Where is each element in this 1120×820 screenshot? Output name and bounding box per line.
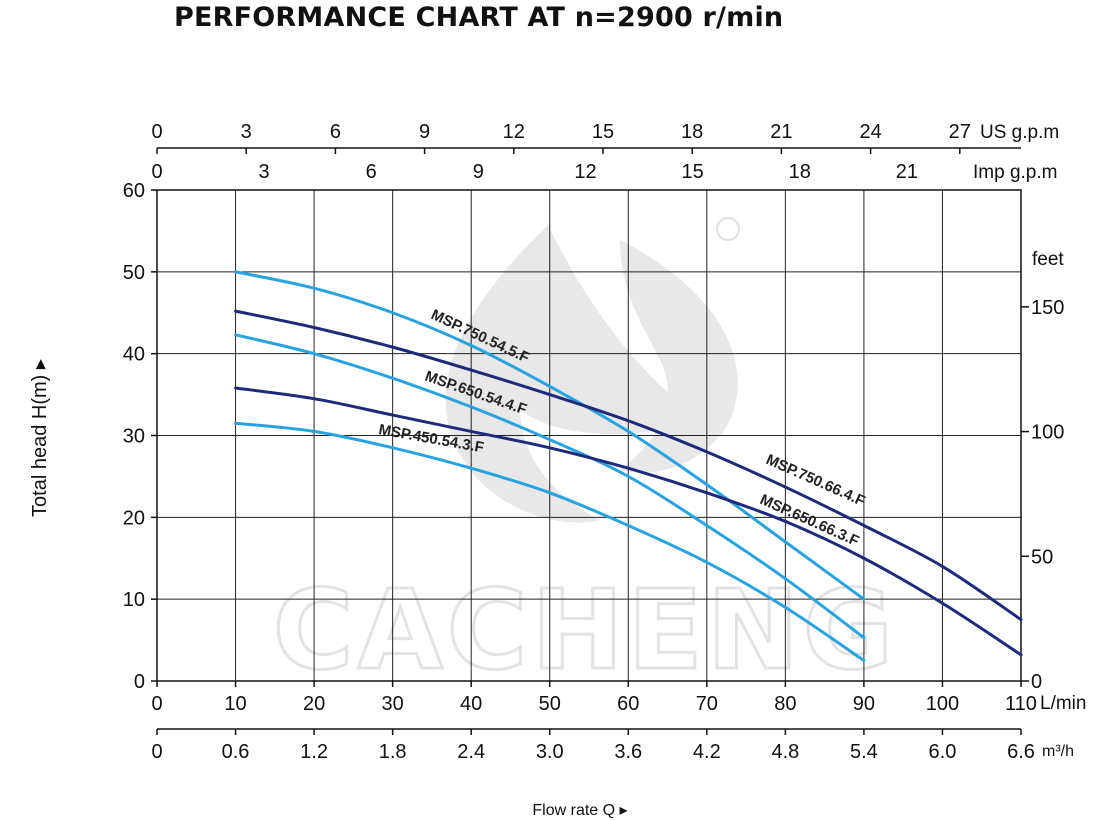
grid	[157, 190, 1021, 681]
us-gpm-tick-label: 21	[770, 121, 792, 143]
us-gpm-tick-label: 0	[151, 121, 162, 143]
m3h-tick-label: 0	[151, 741, 162, 763]
x-tick-label: 50	[539, 693, 561, 715]
us-gpm-tick-label: 6	[330, 121, 341, 143]
y-tick-label: 0	[134, 671, 145, 693]
m3h-tick-label: 4.8	[771, 741, 799, 763]
m3h-tick-label: 0.6	[222, 741, 250, 763]
imp-gpm-tick-label: 6	[366, 161, 377, 183]
x-unit-lmin: L/min	[1040, 693, 1086, 714]
us-gpm-tick-label: 12	[503, 121, 525, 143]
x-tick-label: 30	[382, 693, 404, 715]
top-unit-us-gpm: US g.p.m	[980, 122, 1059, 143]
imp-gpm-tick-label: 18	[789, 161, 811, 183]
x-axis-label: Flow rate Q ▸	[532, 802, 627, 819]
m3h-tick-label: 3.6	[614, 741, 642, 763]
right-unit-feet: feet	[1032, 249, 1064, 270]
series-line	[234, 309, 1023, 622]
x-tick-label: 100	[926, 693, 959, 715]
x-tick-label: 70	[696, 693, 718, 715]
x-unit-m3h: m³/h	[1042, 743, 1074, 760]
series-line	[234, 421, 866, 663]
top-unit-imp-gpm: Imp g.p.m	[973, 162, 1057, 183]
imp-gpm-tick-label: 15	[681, 161, 703, 183]
m3h-tick-label: 2.4	[457, 741, 485, 763]
watermark-shape-left	[445, 225, 700, 523]
us-gpm-tick-label: 9	[419, 121, 430, 143]
x-tick-label: 10	[224, 693, 246, 715]
registered-mark-icon	[716, 217, 740, 241]
series-line	[234, 386, 1023, 657]
x-tick-label: 90	[853, 693, 875, 715]
imp-gpm-tick-label: 0	[151, 161, 162, 183]
series-line	[234, 333, 866, 640]
m3h-tick-label: 6.0	[929, 741, 957, 763]
watermark-shape-right	[620, 240, 738, 473]
us-gpm-tick-label: 18	[681, 121, 703, 143]
watermark-text: CACHENG	[273, 566, 897, 694]
chart-title: PERFORMANCE CHART AT n=2900 r/min	[174, 2, 784, 33]
series	[234, 270, 1023, 663]
x-tick-label: 0	[151, 693, 162, 715]
x-tick-label: 20	[303, 693, 325, 715]
y-tick-label: 30	[123, 426, 145, 448]
y-tick-label: 20	[123, 507, 145, 529]
feet-tick-label: 0	[1031, 671, 1042, 693]
m3h-tick-label: 1.2	[300, 741, 328, 763]
us-gpm-tick-label: 24	[859, 121, 881, 143]
x-tick-label: 60	[617, 693, 639, 715]
x-tick-label: 40	[460, 693, 482, 715]
us-gpm-tick-label: 3	[241, 121, 252, 143]
series-line	[234, 270, 866, 601]
feet-tick-label: 150	[1031, 297, 1064, 319]
x-tick-label: 110	[1005, 693, 1037, 715]
axes	[151, 147, 1029, 735]
imp-gpm-tick-label: 9	[473, 161, 484, 183]
us-gpm-tick-label: 15	[592, 121, 614, 143]
y-tick-label: 50	[123, 262, 145, 284]
imp-gpm-tick-label: 21	[896, 161, 918, 183]
feet-tick-label: 50	[1031, 546, 1053, 568]
imp-gpm-tick-label: 3	[259, 161, 270, 183]
y-tick-label: 10	[123, 589, 145, 611]
watermark-logo: CACHENG	[271, 217, 897, 696]
m3h-tick-label: 5.4	[850, 741, 878, 763]
us-gpm-tick-label: 27	[949, 121, 971, 143]
feet-tick-label: 100	[1031, 422, 1064, 444]
x-tick-label: 80	[774, 693, 796, 715]
m3h-tick-label: 4.2	[693, 741, 721, 763]
y-axis-label: Total head H(m) ▸	[29, 359, 51, 517]
m3h-tick-label: 6.6	[1007, 741, 1035, 763]
y-tick-label: 40	[123, 344, 145, 366]
m3h-tick-label: 1.8	[379, 741, 407, 763]
imp-gpm-tick-label: 12	[574, 161, 596, 183]
y-tick-label: 60	[123, 180, 145, 202]
m3h-tick-label: 3.0	[536, 741, 564, 763]
